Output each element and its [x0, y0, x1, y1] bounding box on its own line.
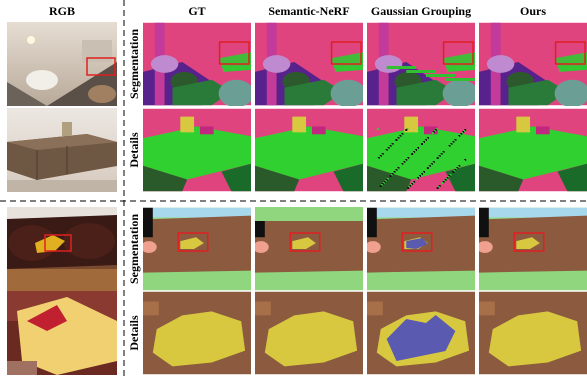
column-header: Gaussian Grouping: [371, 4, 471, 18]
noise-dot: [377, 158, 379, 160]
figure: RGB GT Semantic-NeRF Gaussian Grouping Ours S…: [0, 0, 587, 379]
noise-stripe: [446, 78, 475, 81]
noise-dot: [437, 187, 439, 189]
noise-dot: [427, 167, 429, 169]
result-image: [365, 208, 475, 290]
result-image: [143, 23, 254, 107]
result-image: [367, 109, 475, 191]
row-label: Segmentation: [127, 214, 141, 284]
column-header: Semantic-NeRF: [268, 4, 349, 18]
column-header: RGB: [49, 4, 75, 18]
noise-stripe: [426, 74, 455, 77]
noise-dot: [448, 146, 450, 148]
noise-stripe: [387, 66, 416, 69]
noise-dot: [390, 175, 392, 177]
result-image: [255, 292, 363, 374]
page: {"header": {"columns": ["RGB", "GT", "Se…: [0, 0, 587, 379]
noise-dot: [385, 150, 387, 152]
noise-dot: [416, 178, 418, 180]
noise-dot: [463, 160, 465, 162]
result-image: [143, 292, 251, 374]
noise-dot: [437, 157, 439, 159]
rgb-image: [7, 291, 117, 375]
noise-dot: [442, 182, 444, 184]
noise-dot: [407, 187, 409, 189]
result-image: [479, 23, 587, 107]
result-image: [477, 208, 587, 290]
result-image: [255, 23, 366, 107]
noise-dot: [452, 171, 454, 173]
rgb-image: [7, 22, 117, 106]
column-header: GT: [188, 4, 205, 18]
wall-patch: [255, 207, 363, 221]
result-image: [479, 109, 587, 191]
noise-dot: [377, 128, 379, 130]
result-image: [367, 23, 478, 107]
result-image: [143, 109, 251, 191]
noise-stripe: [406, 70, 435, 73]
row-label: Segmentation: [127, 29, 141, 99]
rgb-image: [7, 207, 117, 291]
noise-dot: [432, 132, 434, 134]
noise-dot: [395, 139, 397, 141]
noise-dot: [405, 129, 407, 131]
column-header: Ours: [520, 4, 546, 18]
row-label: Details: [127, 315, 141, 351]
noise-dot: [411, 153, 413, 155]
result-image: [141, 208, 251, 290]
result-image: [255, 109, 363, 191]
noise-dot: [380, 185, 382, 187]
noise-dot: [421, 143, 423, 145]
noise-dot: [400, 164, 402, 166]
result-image: [479, 292, 587, 374]
row-label: Details: [127, 132, 141, 168]
rgb-image: [7, 108, 117, 192]
noise-dot: [457, 136, 459, 138]
